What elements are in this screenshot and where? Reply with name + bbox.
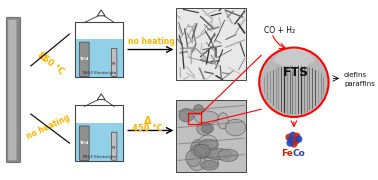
Polygon shape [97,10,105,16]
Ellipse shape [197,157,218,168]
Bar [177,100,246,172]
Ellipse shape [189,154,205,170]
Text: Δ: Δ [144,116,151,126]
Ellipse shape [194,144,211,158]
Circle shape [285,134,293,141]
Bar [177,8,246,80]
Ellipse shape [191,139,208,159]
Text: Fe: Fe [281,149,293,158]
Bar [75,105,123,161]
Ellipse shape [199,139,218,149]
FancyBboxPatch shape [79,126,89,160]
Text: NH₄F Electrolyte: NH₄F Electrolyte [83,71,116,75]
Text: Pt: Pt [112,146,116,150]
Text: Ti/d: Ti/d [80,141,89,145]
Ellipse shape [225,119,246,136]
Text: Co: Co [293,149,306,158]
Ellipse shape [198,135,218,154]
FancyBboxPatch shape [8,20,17,160]
Text: 450 °C: 450 °C [132,124,163,133]
Circle shape [289,132,297,139]
Ellipse shape [179,109,194,122]
Circle shape [290,140,297,148]
Circle shape [295,136,302,143]
Text: paraffins: paraffins [344,81,375,87]
Text: 850 °C: 850 °C [35,50,65,76]
Text: no heating: no heating [25,113,71,141]
Polygon shape [97,94,105,100]
Text: Δ: Δ [36,51,48,64]
Ellipse shape [218,113,228,129]
Text: Ti/d: Ti/d [80,57,89,61]
Text: Pt: Pt [112,62,116,66]
Circle shape [259,48,328,117]
Text: CO + H₂: CO + H₂ [264,26,295,35]
Wedge shape [273,48,315,73]
Circle shape [287,136,295,144]
Text: olefins: olefins [344,72,367,78]
Bar [76,39,122,77]
Ellipse shape [194,105,203,114]
Text: NH₄F Electrolyte: NH₄F Electrolyte [83,155,116,159]
Bar [188,113,201,124]
Ellipse shape [201,124,214,133]
Ellipse shape [201,160,218,170]
Ellipse shape [218,149,238,161]
Circle shape [287,139,294,147]
Bar [76,123,122,161]
Ellipse shape [205,149,232,160]
Ellipse shape [186,150,201,166]
Ellipse shape [194,111,218,124]
FancyBboxPatch shape [6,17,21,163]
FancyBboxPatch shape [112,48,117,76]
Text: FTS: FTS [283,66,309,79]
Bar [75,22,123,77]
Ellipse shape [191,144,217,157]
Ellipse shape [197,122,211,135]
Circle shape [292,137,299,145]
Circle shape [293,133,301,140]
FancyBboxPatch shape [112,132,117,160]
FancyBboxPatch shape [79,42,89,76]
Text: no heating: no heating [128,37,175,46]
